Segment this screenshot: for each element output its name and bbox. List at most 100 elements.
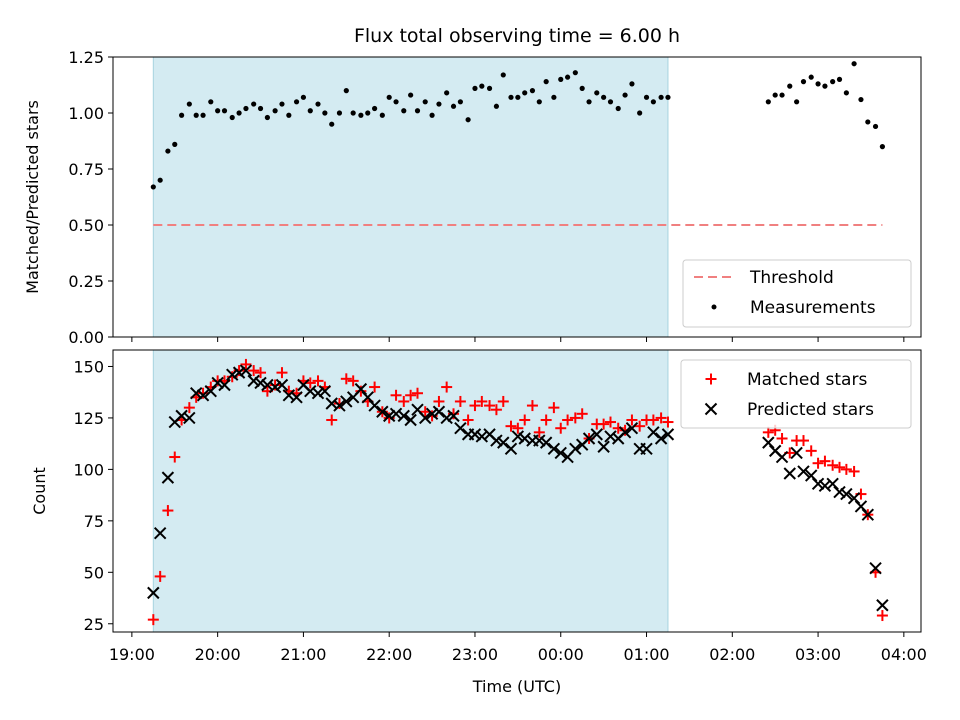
measurement-point [787,83,793,89]
measurement-point [264,114,270,121]
predicted-star-marker [419,411,432,425]
measurement-point [808,74,814,80]
measurement-point [586,99,592,105]
matched-star-marker [355,385,367,397]
matched-star-marker [147,614,159,626]
measurement-point [543,79,549,85]
matched-star-marker [598,418,610,430]
predicted-star-marker [654,432,668,445]
matched-star-marker [484,400,496,412]
legend-matched-swatch [705,373,717,385]
predicted-star-marker [569,442,582,456]
count-x-tick-label: 23:00 [452,645,498,664]
measurement-point [765,99,771,105]
predicted-star-marker [590,428,603,441]
matched-star-marker [276,367,288,379]
predicted-star-marker [333,399,346,412]
matched-star-marker [390,389,402,401]
predicted-star-marker [539,436,553,449]
ratio-panel: 0.00 0.25 0.50 0.75 1.00 1.25 Flux total obse… [23,25,922,347]
predicted-star-marker [268,380,282,394]
predicted-star-marker [275,378,289,392]
measurement-point [529,88,536,94]
measurement-point [408,92,414,98]
legend-predicted-label: Predicted stars [747,400,874,420]
predicted-star-marker [597,440,610,453]
count-x-tick-label: 21:00 [280,645,326,664]
predicted-star-marker [239,364,253,377]
predicted-star-marker [618,426,632,439]
matched-star-marker [576,408,588,420]
measurement-point [450,103,457,109]
matched-star-marker [840,463,852,475]
matched-star-marker [326,414,338,426]
measurement-point [558,76,564,82]
matched-star-marker [347,375,359,387]
matched-star-marker [776,433,788,445]
measurement-point [486,85,493,91]
matched-star-marker [834,461,846,473]
predicted-star-marker [504,442,518,456]
matched-star-marker [240,358,252,370]
measurement-point [551,94,557,100]
ratio-y-tick-label: 1.00 [68,104,104,123]
measurement-point [221,108,228,114]
predicted-star-marker [325,397,338,410]
measurement-point [322,110,328,116]
measurement-point [422,99,428,105]
predicted-star-marker [640,442,653,456]
count-y-axis-label: Count [30,467,49,515]
matched-star-marker [312,375,324,387]
predicted-star-marker [604,430,617,443]
measurement-point [157,177,163,183]
predicted-star-marker [247,374,260,388]
matched-star-marker [655,412,667,424]
measurement-point [150,184,156,190]
predicted-star-marker [368,399,381,412]
measurement-point [830,79,836,85]
measurement-point [365,110,371,116]
predicted-star-marker [311,387,325,400]
count-x-tick-label: 20:00 [195,645,241,664]
predicted-star-marker [376,405,389,418]
predicted-star-marker [232,366,246,379]
measurement-point [772,92,778,98]
measurement-point [615,105,621,112]
predicted-star-marker [340,395,353,408]
measurement-point [172,141,178,147]
measurement-point [257,105,264,112]
legend-measurements-label: Measurements [750,298,876,318]
matched-star-marker [340,373,352,385]
measurement-point [165,148,171,154]
ratio-x-ticks [131,337,905,342]
matched-star-marker [183,402,195,414]
measurement-point [643,94,650,100]
measurement-point [286,112,292,118]
legend-matched-label: Matched stars [747,370,867,390]
measurement-point [208,99,214,105]
count-x-tick-label: 19:00 [109,645,155,664]
predicted-star-marker [389,407,403,421]
matched-star-marker [169,451,181,463]
legend-predicted-swatch [704,402,718,416]
predicted-star-marker [189,387,203,400]
count-x-ticks: 19:00 20:00 21:00 22:00 23:00 00:00 01:00 02:00… [109,632,927,664]
count-y-tick-label: 125 [73,409,104,428]
predicted-star-marker [790,446,803,460]
legend-predicted-marker [704,402,718,416]
predicted-star-marker [226,368,239,381]
matched-star-marker [505,420,517,432]
measurement-point [300,94,307,100]
measurement-point [601,94,607,100]
predicted-star-marker [304,384,317,398]
measurement-point [179,112,185,118]
measurement-point [594,90,600,96]
count-x-tick-label: 02:00 [709,645,755,664]
ratio-y-tick-label: 1.25 [68,48,104,67]
measurement-point [851,61,857,67]
predicted-star-marker [153,526,167,540]
measurement-point [215,108,221,114]
count-x-tick-label: 22:00 [366,645,412,664]
matched-star-marker [540,414,552,426]
matched-star-marker [634,420,646,432]
